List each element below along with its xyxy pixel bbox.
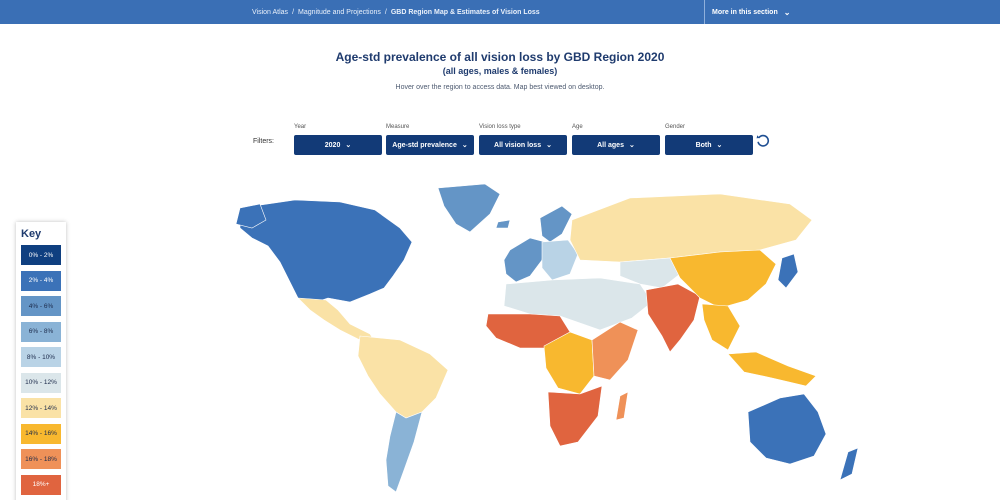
- breadcrumb-link-vision-atlas[interactable]: Vision Atlas: [252, 8, 289, 16]
- key-swatch: 14% - 16%: [21, 423, 61, 444]
- filter-measure-dropdown[interactable]: Age-std prevalence ⌄: [386, 135, 474, 155]
- world-map: [235, 183, 859, 493]
- top-navigation-bar: Vision Atlas / Magnitude and Projections…: [0, 0, 1000, 24]
- filter-year: Year 2020 ⌄: [294, 124, 382, 155]
- region-western-europe[interactable]: [503, 237, 546, 283]
- filter-gender-value: Both: [695, 141, 712, 149]
- key-swatch: 10% - 12%: [21, 372, 61, 393]
- topbar-divider: [704, 0, 705, 24]
- region-eastern-europe-russia[interactable]: [569, 193, 813, 263]
- region-east-asia[interactable]: [669, 249, 777, 309]
- region-madagascar[interactable]: [615, 391, 629, 421]
- region-east-africa[interactable]: [591, 321, 639, 381]
- region-scandinavia[interactable]: [539, 205, 573, 243]
- filter-gender-dropdown[interactable]: Both ⌄: [665, 135, 753, 155]
- filter-vision-loss-type: Vision loss type All vision loss ⌄: [479, 124, 567, 155]
- reset-filters-icon[interactable]: [756, 134, 770, 148]
- filter-gender: Gender Both ⌄: [665, 124, 753, 155]
- key-swatch: 0% - 2%: [21, 245, 61, 265]
- key-swatch: 16% - 18%: [21, 449, 61, 469]
- filter-vision-loss-type-value: All vision loss: [494, 141, 542, 149]
- filter-age-dropdown[interactable]: All ages ⌄: [572, 135, 660, 155]
- page-title: Age-std prevalence of all vision loss by…: [335, 50, 665, 64]
- filter-gender-label: Gender: [665, 124, 686, 130]
- key-swatch: 8% - 10%: [21, 347, 61, 367]
- key-swatch: 6% - 8%: [21, 321, 61, 342]
- region-central-africa[interactable]: [543, 331, 595, 395]
- region-southern-africa[interactable]: [547, 385, 603, 447]
- filter-vision-loss-type-label: Vision loss type: [479, 124, 521, 130]
- region-new-zealand[interactable]: [839, 447, 859, 481]
- chevron-down-icon: ⌄: [546, 142, 552, 149]
- filters-label: Filters:: [253, 138, 274, 145]
- region-southern-latin-america[interactable]: [385, 411, 423, 493]
- map-key: Key 0% - 2% 2% - 4% 4% - 6% 6% - 8% 8% - 10%…: [16, 222, 66, 500]
- breadcrumb-current: GBD Region Map & Estimates of Vision Los…: [390, 8, 540, 16]
- breadcrumb-separator: /: [292, 8, 295, 16]
- region-south-asia[interactable]: [645, 283, 701, 353]
- region-central-europe[interactable]: [541, 239, 579, 281]
- chevron-down-icon: ⌄: [628, 142, 635, 149]
- more-in-section-label: More in this section: [712, 8, 778, 16]
- page-subtitle: (all ages, males & females): [442, 66, 558, 76]
- filter-year-label: Year: [294, 124, 307, 130]
- region-southeast-asia[interactable]: [701, 303, 741, 351]
- filter-year-value: 2020: [324, 141, 341, 149]
- filter-year-dropdown[interactable]: 2020 ⌄: [294, 135, 382, 155]
- key-swatch: 12% - 14%: [21, 398, 61, 418]
- key-title: Key: [21, 228, 42, 240]
- chevron-down-icon: ⌄: [345, 142, 352, 149]
- breadcrumb-link-magnitude[interactable]: Magnitude and Projections: [298, 8, 381, 16]
- chevron-down-icon: ⌄: [461, 142, 468, 149]
- region-alaska[interactable]: [235, 203, 267, 229]
- filter-age: Age All ages ⌄: [572, 124, 660, 155]
- key-swatch: 4% - 6%: [21, 296, 61, 316]
- region-south-america[interactable]: [357, 335, 449, 419]
- key-swatch: 2% - 4%: [21, 270, 61, 291]
- region-japan-korea[interactable]: [777, 253, 799, 289]
- region-north-america[interactable]: [239, 199, 413, 305]
- filter-age-label: Age: [572, 124, 583, 130]
- filter-measure-value: Age-std prevalence: [392, 141, 457, 149]
- filter-age-value: All ages: [597, 141, 624, 149]
- filter-measure-label: Measure: [386, 124, 410, 130]
- key-swatch: 18%+: [21, 474, 61, 495]
- region-iceland[interactable]: [495, 219, 511, 229]
- chevron-down-icon: ⌄: [783, 7, 791, 17]
- filter-measure: Measure Age-std prevalence ⌄: [386, 124, 474, 155]
- more-in-section-button[interactable]: More in this section ⌄: [712, 0, 790, 24]
- filter-vision-loss-type-dropdown[interactable]: All vision loss ⌄: [479, 135, 567, 155]
- map-hint: Hover over the region to access data. Ma…: [395, 84, 605, 91]
- region-australia[interactable]: [747, 393, 827, 465]
- breadcrumb-separator: /: [384, 8, 387, 16]
- breadcrumb: Vision Atlas / Magnitude and Projections…: [252, 0, 540, 24]
- region-north-africa-middle-east[interactable]: [503, 277, 653, 331]
- chevron-down-icon: ⌄: [716, 142, 723, 149]
- region-greenland[interactable]: [437, 183, 501, 233]
- region-maritime-southeast-asia[interactable]: [727, 351, 817, 387]
